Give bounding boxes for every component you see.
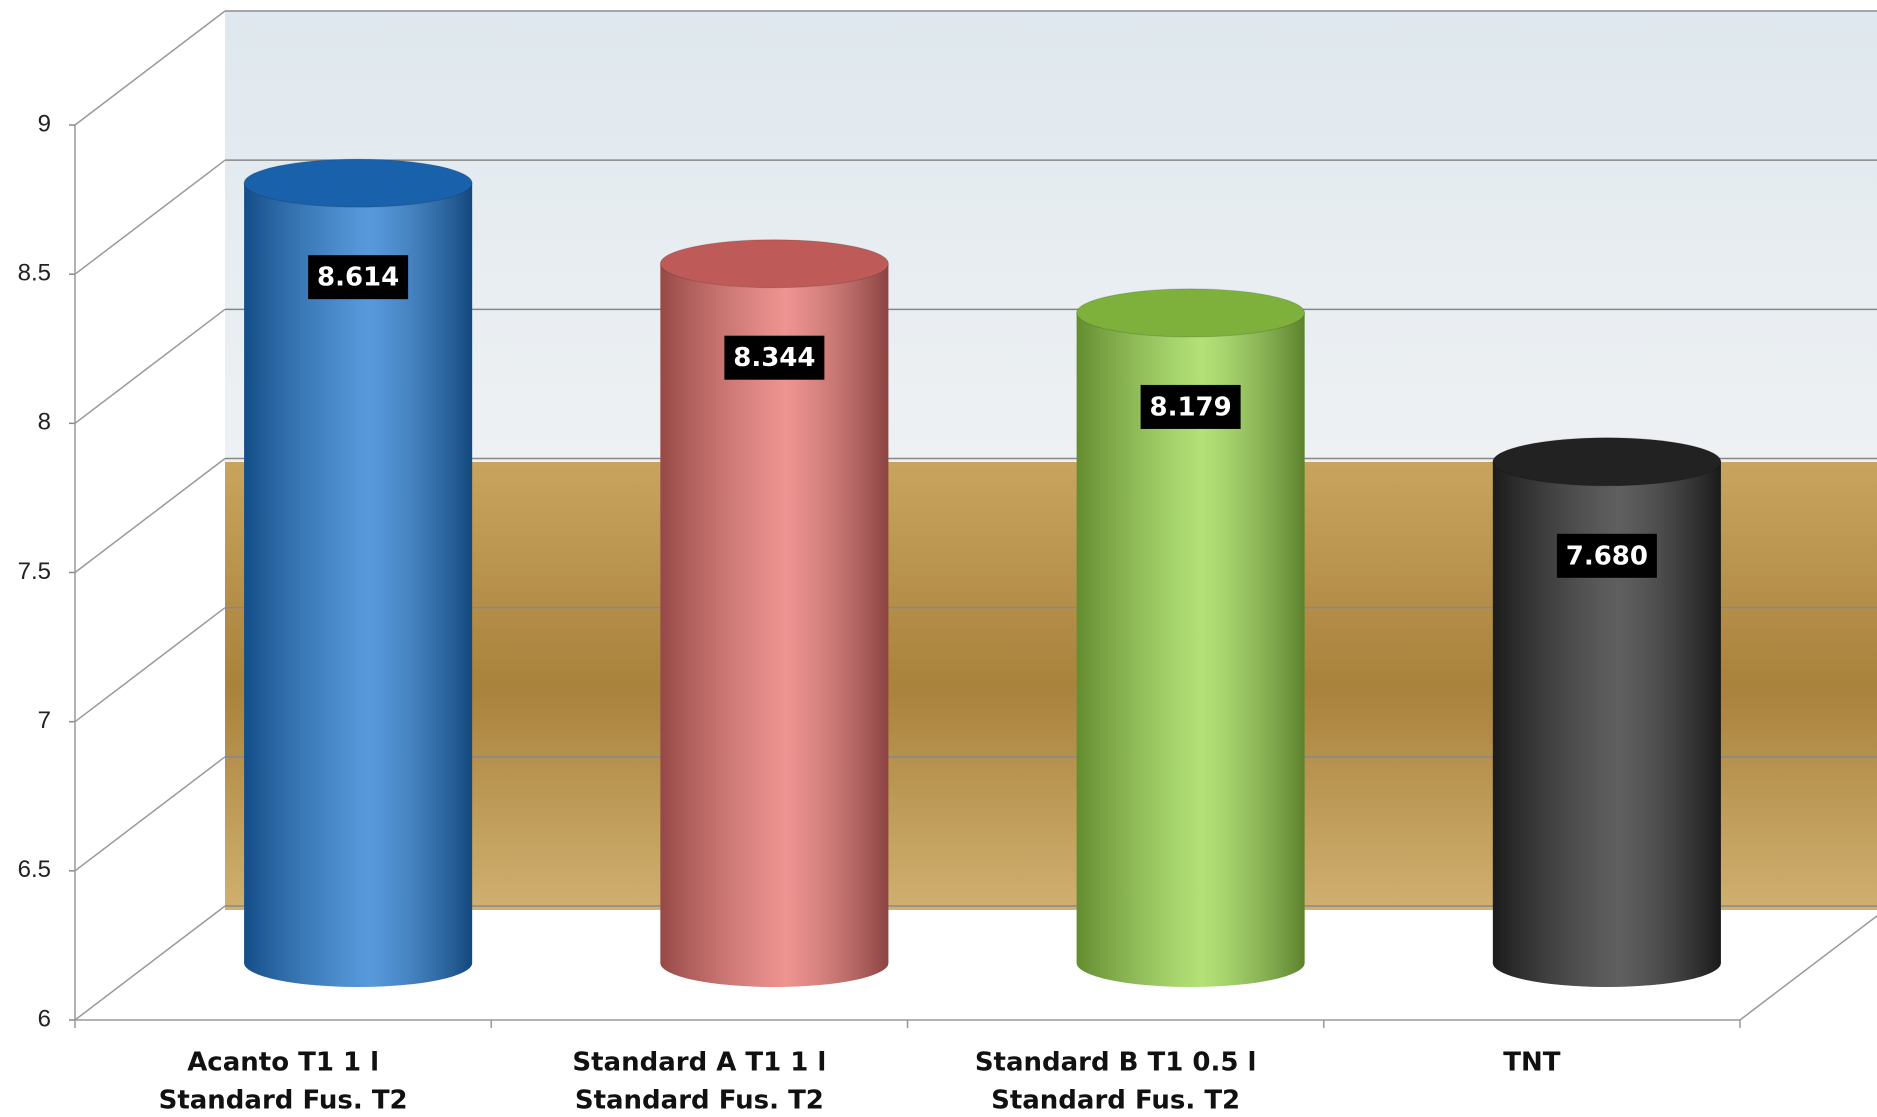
x-tick-label: TNT xyxy=(1503,1048,1560,1078)
value-label: 8.614 xyxy=(317,263,399,293)
bar-top-shade xyxy=(1077,289,1305,337)
grid-line xyxy=(75,459,225,573)
x-tick-label: Standard B T1 0.5 l xyxy=(975,1048,1257,1078)
x-tick-label: Standard A T1 1 l xyxy=(572,1048,826,1078)
grid-line xyxy=(75,11,225,125)
chart: 6 6.5 7 7.5 8 8.5 9 Acanto T1 1 l Standard Fus. … xyxy=(0,0,1877,1117)
background-sky xyxy=(225,12,1877,462)
y-tick-label: 8 xyxy=(38,409,51,436)
bar-top-shade xyxy=(660,240,888,288)
floor-edge xyxy=(1740,906,1877,1020)
y-tick-label: 6 xyxy=(38,1005,51,1032)
x-tick-label: Standard Fus. T2 xyxy=(575,1086,824,1116)
bar-shade xyxy=(244,183,472,963)
value-label: 7.680 xyxy=(1566,541,1648,571)
bar-top-shade xyxy=(244,159,472,207)
y-tick-label: 9 xyxy=(38,110,51,137)
bar-top-shade xyxy=(1493,438,1721,486)
x-tick-label: Acanto T1 1 l xyxy=(187,1048,379,1078)
y-tick-label: 8.5 xyxy=(18,260,51,287)
x-tick-label: Standard Fus. T2 xyxy=(991,1086,1240,1116)
grid-line xyxy=(75,906,225,1020)
value-label: 8.344 xyxy=(733,343,815,373)
x-tick-label: Standard Fus. T2 xyxy=(159,1086,408,1116)
grid-line xyxy=(75,309,225,423)
grid-line xyxy=(75,160,225,274)
y-tick-label: 6.5 xyxy=(18,856,51,883)
y-tick-label: 7.5 xyxy=(18,558,51,585)
y-tick-label: 7 xyxy=(38,707,51,734)
grid-line xyxy=(75,757,225,871)
value-label: 8.179 xyxy=(1150,392,1232,422)
grid-line xyxy=(75,608,225,722)
